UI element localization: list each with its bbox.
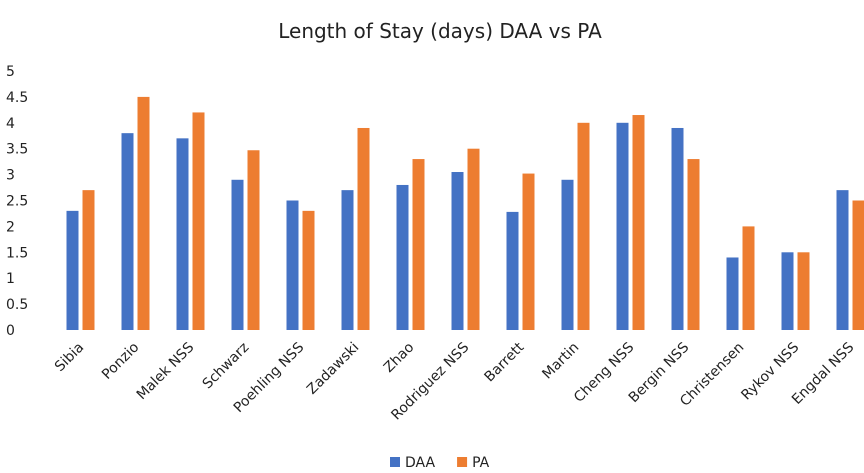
y-tick-label: 1 bbox=[6, 271, 15, 287]
bar bbox=[781, 252, 794, 330]
bar bbox=[231, 179, 244, 330]
y-tick-label: 4.5 bbox=[6, 90, 28, 106]
bar bbox=[357, 127, 370, 330]
bar bbox=[176, 138, 189, 330]
bar bbox=[742, 226, 755, 330]
bar bbox=[467, 148, 480, 330]
bar bbox=[616, 122, 629, 330]
bar bbox=[396, 184, 409, 330]
bar bbox=[797, 252, 810, 330]
x-tick-label: Zadawski bbox=[304, 340, 362, 398]
y-tick-label: 2.5 bbox=[6, 194, 28, 210]
y-tick-label: 2 bbox=[6, 219, 15, 235]
bar bbox=[671, 127, 684, 330]
x-tick-label: Sibia bbox=[52, 340, 87, 375]
bar bbox=[836, 190, 849, 330]
x-tick-label: Ponzio bbox=[99, 340, 142, 383]
bar bbox=[302, 210, 315, 330]
y-tick-label: 5 bbox=[6, 64, 15, 80]
y-tick-label: 4 bbox=[6, 116, 15, 132]
x-tick-label: Martin bbox=[539, 340, 582, 383]
y-tick-label: 0.5 bbox=[6, 297, 28, 313]
x-tick-label: Schwarz bbox=[200, 340, 253, 393]
bar bbox=[121, 133, 134, 330]
bar bbox=[247, 150, 260, 330]
legend-swatch bbox=[457, 457, 468, 467]
bar bbox=[687, 159, 700, 330]
bar bbox=[852, 200, 864, 330]
bar bbox=[66, 210, 79, 330]
x-tick-label: Zhao bbox=[381, 340, 417, 376]
bar bbox=[82, 190, 95, 330]
bar bbox=[286, 200, 299, 330]
bar bbox=[192, 112, 205, 330]
bar bbox=[451, 172, 464, 330]
legend-swatch bbox=[390, 457, 400, 467]
bar bbox=[726, 257, 739, 330]
bar bbox=[506, 211, 519, 330]
legend-label: PA bbox=[472, 455, 490, 471]
bar bbox=[522, 173, 535, 330]
y-tick-label: 1.5 bbox=[6, 245, 28, 261]
y-tick-label: 0 bbox=[6, 323, 15, 339]
bar bbox=[577, 122, 590, 330]
chart-title: Length of Stay (days) DAA vs PA bbox=[278, 19, 602, 43]
bar bbox=[137, 96, 150, 331]
bar bbox=[632, 115, 645, 330]
y-tick-label: 3 bbox=[6, 168, 15, 184]
y-tick-label: 3.5 bbox=[6, 142, 28, 158]
bar bbox=[412, 159, 425, 330]
legend-label: DAA bbox=[405, 455, 436, 471]
x-tick-label: Malek NSS bbox=[134, 339, 198, 403]
x-tick-label: Barrett bbox=[482, 339, 528, 385]
bar bbox=[341, 190, 354, 330]
bar bbox=[561, 179, 574, 330]
